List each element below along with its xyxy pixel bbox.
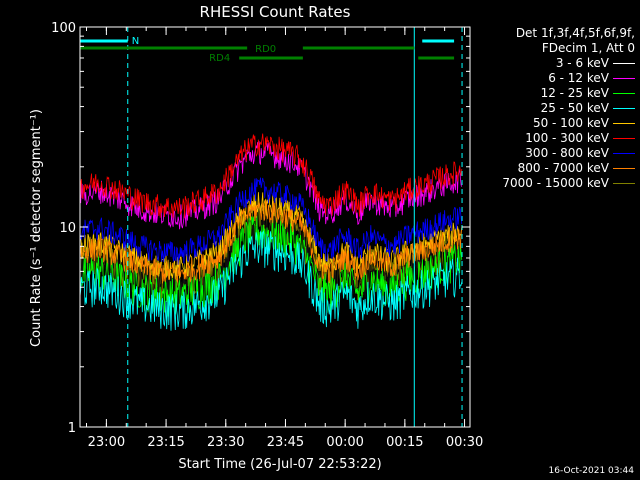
legend-swatch <box>613 168 635 169</box>
legend-label: 50 - 100 keV <box>532 116 609 130</box>
legend-label: 25 - 50 keV <box>540 101 609 115</box>
x-tick-label-0: 23:00 <box>88 435 125 450</box>
y-tick-label-0: 1 <box>68 421 76 436</box>
x-tick-label-4: 00:00 <box>326 435 363 450</box>
axes <box>79 26 471 428</box>
timestamp: 16-Oct-2021 03:44 <box>548 466 634 476</box>
legend-swatch <box>613 123 635 124</box>
x-tick-label-2: 23:30 <box>207 435 244 450</box>
legend-item-2: 12 - 25 keV <box>470 86 635 101</box>
y-tick-label-2: 100 <box>51 21 76 36</box>
legend-swatch <box>613 78 635 79</box>
legend-item-7: 800 - 7000 keV <box>470 161 635 176</box>
series-line-1 <box>79 141 463 230</box>
legend-label: 100 - 300 keV <box>525 131 609 145</box>
legend-swatch <box>613 153 635 154</box>
x-tick-label-5: 00:15 <box>386 435 423 450</box>
series-line-4 <box>79 192 463 280</box>
legend-item-8: 7000 - 15000 keV <box>470 176 635 191</box>
legend-header-line1: Det 1f,3f,4f,5f,6f,9f, <box>515 26 635 40</box>
legend-item-6: 300 - 800 keV <box>470 146 635 161</box>
legend-label: 800 - 7000 keV <box>517 161 609 175</box>
series-line-7 <box>79 199 463 284</box>
legend-label: 12 - 25 keV <box>540 86 609 100</box>
y-tick-label-1: 10 <box>59 221 76 236</box>
x-tick-label-3: 23:45 <box>267 435 304 450</box>
series-line-5 <box>79 133 463 219</box>
rd0-label: RD0 <box>255 44 276 55</box>
legend-header-line2: FDecim 1, Att 0 <box>541 41 635 55</box>
legend: Det 1f,3f,4f,5f,6f,9f, FDecim 1, Att 0 3… <box>470 26 635 191</box>
legend-label: 300 - 800 keV <box>525 146 609 160</box>
legend-label: 7000 - 15000 keV <box>502 176 609 190</box>
x-tick-label-1: 23:15 <box>147 435 184 450</box>
legend-item-3: 25 - 50 keV <box>470 101 635 116</box>
tick-labels: 1 10 100 23:00 23:15 23:30 23:45 00:00 00:15 00:3… <box>51 21 483 450</box>
rd4-label: RD4 <box>209 53 230 64</box>
legend-swatch <box>613 93 635 94</box>
legend-label: 6 - 12 keV <box>548 71 609 85</box>
legend-item-4: 50 - 100 keV <box>470 116 635 131</box>
legend-item-1: 6 - 12 keV <box>470 71 635 86</box>
series-line-6 <box>79 177 463 265</box>
legend-item-0: 3 - 6 keV <box>470 56 635 71</box>
x-axis-label: Start Time (26-Jul-07 22:53:22) <box>178 457 381 472</box>
y-axis-label: Count Rate (s⁻¹ detector segment⁻¹) <box>29 109 44 347</box>
legend-label: 3 - 6 keV <box>555 56 609 70</box>
chart-title: RHESSI Count Rates <box>200 3 351 21</box>
legend-swatch <box>613 63 635 64</box>
legend-item-5: 100 - 300 keV <box>470 131 635 146</box>
legend-swatch <box>613 108 635 109</box>
series-line-3 <box>79 230 463 331</box>
legend-swatch <box>613 138 635 139</box>
legend-swatch <box>613 183 635 184</box>
x-tick-label-6: 00:30 <box>446 435 483 450</box>
n-label: N <box>132 36 139 47</box>
